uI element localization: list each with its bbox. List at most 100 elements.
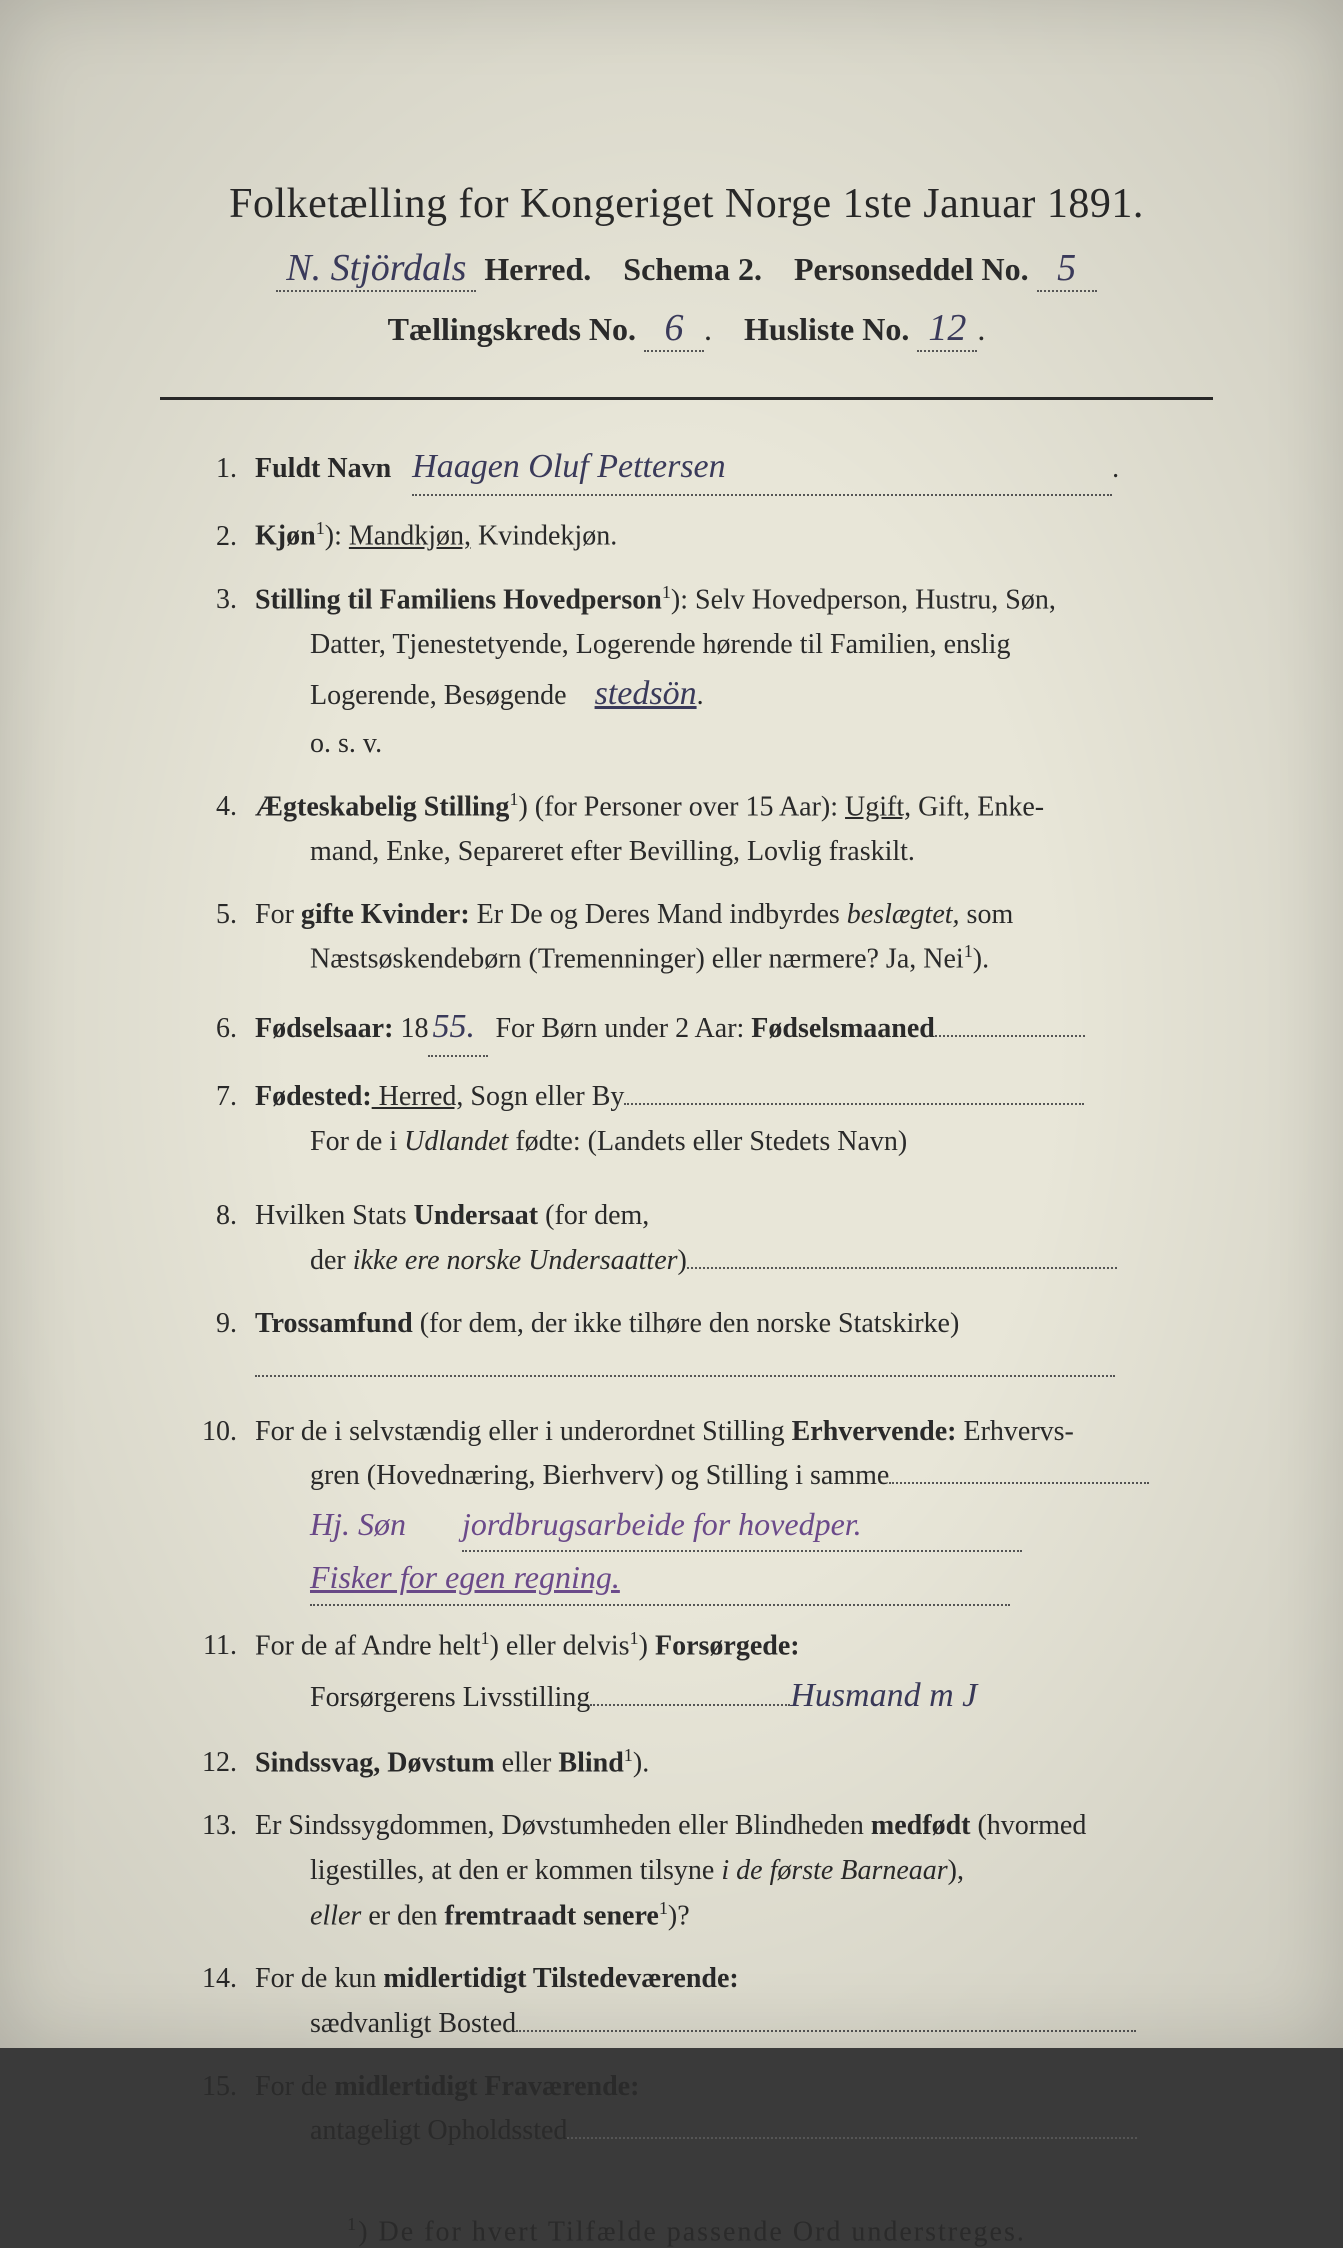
row-content: For de i selvstændig eller i underordnet… — [255, 1410, 1213, 1606]
sup1: 1 — [481, 1628, 490, 1648]
tail: (for dem, — [538, 1200, 649, 1231]
label: Kjøn — [255, 521, 316, 552]
row-content: Fødested: Herred, Sogn eller By For de i… — [255, 1075, 1213, 1165]
row-num: 2. — [200, 515, 255, 560]
husliste-label: Husliste No. — [744, 311, 909, 347]
kreds-no: 6 — [644, 306, 704, 352]
tail2: som — [960, 899, 1014, 930]
sep: ): — [325, 521, 349, 552]
opt-herred: Herred, — [372, 1081, 464, 1112]
row-content: Sindssvag, Døvstum eller Blind1). — [255, 1741, 1213, 1786]
row-content: Hvilken Stats Undersaat (for dem, der ik… — [255, 1194, 1213, 1284]
row-9: 9. Trossamfund (for dem, der ikke tilhør… — [200, 1302, 1213, 1392]
label: Ægteskabelig Stilling — [255, 791, 509, 822]
row-num: 8. — [200, 1194, 255, 1239]
line2i: Udlandet — [404, 1126, 508, 1157]
occupation-hw3: Fisker for egen regning. — [310, 1552, 1010, 1605]
birthyear-value: 55. — [428, 1000, 488, 1056]
line2: Datter, Tjenestetyende, Logerende hørend… — [255, 623, 1213, 668]
husliste-no: 12 — [917, 306, 977, 352]
line2: antageligt Opholdssted — [310, 2115, 567, 2146]
label: Fødselsaar: — [255, 1013, 393, 1044]
kreds-label: Tællingskreds No. — [388, 311, 636, 347]
tail: (for dem, der ikke tilhøre den norske St… — [413, 1308, 960, 1339]
rest: Gift, Enke- — [911, 791, 1044, 822]
line2: sædvanligt Bosted — [310, 2008, 516, 2039]
row-num: 1. — [200, 447, 255, 492]
personseddel-no: 5 — [1037, 246, 1097, 292]
row-num: 3. — [200, 578, 255, 623]
hw-line1-wrap: Hj. Søn jordbrugsarbeide for hovedper. — [255, 1499, 1213, 1552]
line2b: fødte: (Landets eller Stedets Navn) — [508, 1126, 907, 1157]
stedsön-value: stedsön — [595, 675, 697, 712]
row-num: 9. — [200, 1302, 255, 1347]
label: Undersaat — [414, 1200, 538, 1231]
row-content: Stilling til Familiens Hovedperson1): Se… — [255, 578, 1213, 767]
fullname-value: Haagen Oluf Pettersen — [412, 440, 1112, 496]
pre: For de — [255, 2071, 334, 2102]
line2: mand, Enke, Separeret efter Bevilling, L… — [255, 830, 1213, 875]
opt-mandkjon: Mandkjøn, — [349, 521, 471, 552]
line2a: ligestilles, at den er kommen tilsyne — [310, 1855, 721, 1886]
form-header: Folketælling for Kongeriget Norge 1ste J… — [160, 180, 1213, 352]
row-content: For de af Andre helt1) eller delvis1) Fo… — [255, 1624, 1213, 1724]
row-num: 7. — [200, 1075, 255, 1120]
form-body: 1. Fuldt Navn Haagen Oluf Pettersen. 2. … — [160, 440, 1213, 2154]
bosted-blank — [516, 2030, 1136, 2032]
line4: o. s. v. — [255, 722, 1213, 767]
row-num: 12. — [200, 1741, 255, 1786]
row-3: 3. Stilling til Familiens Hovedperson1):… — [200, 578, 1213, 767]
row-15: 15. For de midlertidigt Fraværende: anta… — [200, 2065, 1213, 2155]
schema-label: Schema 2. — [623, 251, 762, 287]
row-6: 6. Fødselsaar: 1855. For Børn under 2 Aa… — [200, 1000, 1213, 1056]
row-num: 10. — [200, 1410, 255, 1455]
mid: For Børn under 2 Aar: — [488, 1013, 751, 1044]
line2-wrap: antageligt Opholdssted — [255, 2109, 1213, 2154]
row-content: Kjøn1): Mandkjøn, Kvindekjøn. — [255, 514, 1213, 559]
blank — [889, 1482, 1149, 1484]
sup2: 1 — [630, 1628, 639, 1648]
row-content: For gifte Kvinder: Er De og Deres Mand i… — [255, 893, 1213, 983]
opt-kvindekjon: Kvindekjøn. — [471, 521, 617, 552]
row-8: 8. Hvilken Stats Undersaat (for dem, der… — [200, 1194, 1213, 1284]
occupation-hw2: jordbrugsarbeide for hovedper. — [462, 1499, 1022, 1552]
occupation-hw1: Hj. Søn — [310, 1506, 406, 1542]
line2: gren (Hovednæring, Bierhverv) og Stillin… — [310, 1460, 889, 1491]
line2-wrap: For de i Udlandet fødte: (Landets eller … — [255, 1120, 1213, 1165]
line2: der — [310, 1245, 353, 1276]
pre: For de kun — [255, 1963, 383, 1994]
label: Fuldt Navn — [255, 453, 391, 484]
line2i: i de første Barneaar — [721, 1855, 947, 1886]
tail: ) (for Personer over 15 Aar): — [518, 791, 845, 822]
line2end: ) — [678, 1245, 687, 1276]
label: midlertidigt Tilstedeværende: — [383, 1963, 738, 1994]
line2-wrap: ligestilles, at den er kommen tilsyne i … — [255, 1849, 1213, 1894]
tail: (hvormed — [970, 1810, 1086, 1841]
end: ). — [973, 944, 989, 975]
italic: beslægtet, — [847, 899, 960, 930]
tail: Er De og Deres Mand indbyrdes — [470, 899, 847, 930]
row-11: 11. For de af Andre helt1) eller delvis1… — [200, 1624, 1213, 1724]
main-title: Folketælling for Kongeriget Norge 1ste J… — [160, 180, 1213, 228]
row-content: For de midlertidigt Fraværende: antageli… — [255, 2065, 1213, 2155]
mid: ) eller delvis — [490, 1630, 630, 1661]
pre: For de af Andre helt — [255, 1630, 481, 1661]
opt-ugift: Ugift, — [845, 791, 911, 822]
sup: 1 — [624, 1745, 633, 1765]
herred-label: Herred. — [484, 251, 591, 287]
row-num: 11. — [200, 1624, 255, 1669]
line2-wrap: Forsørgerens LivsstillingHusmand m J — [255, 1669, 1213, 1723]
line3a: Logerende, Besøgende — [310, 680, 567, 711]
provider-hw: Husmand m J — [790, 1677, 977, 1714]
row-content: Trossamfund (for dem, der ikke tilhøre d… — [255, 1302, 1213, 1392]
line3-wrap: eller er den fremtraadt senere1)? — [255, 1894, 1213, 1939]
line2b: ), — [948, 1855, 964, 1886]
tailtxt: ) — [639, 1630, 655, 1661]
rest: Sogn eller By — [463, 1081, 624, 1112]
label: medfødt — [871, 1810, 971, 1841]
row-num: 6. — [200, 1007, 255, 1052]
line2-wrap: der ikke ere norske Undersaatter) — [255, 1239, 1213, 1284]
row-1: 1. Fuldt Navn Haagen Oluf Pettersen. — [200, 440, 1213, 496]
herred-line: N. Stjördals Herred. Schema 2. Personsed… — [160, 246, 1213, 292]
line3a: eller — [310, 1900, 361, 1931]
